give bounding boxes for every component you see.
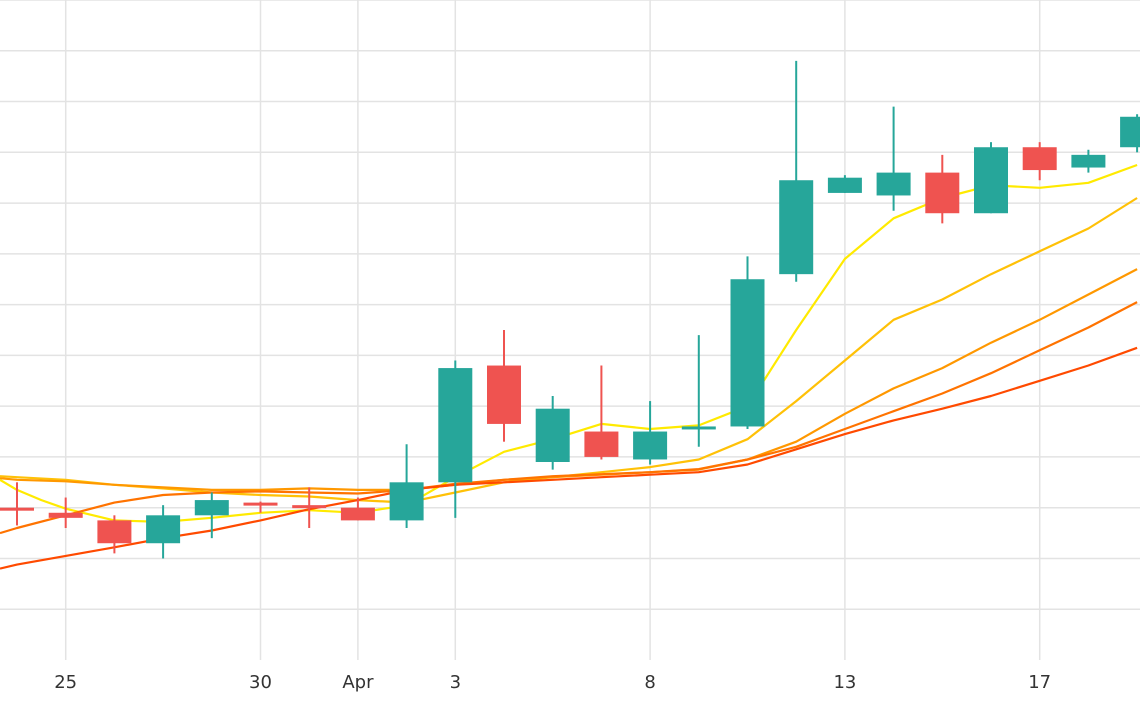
candle-body bbox=[1022, 147, 1057, 171]
candle-body bbox=[974, 147, 1008, 214]
candle-body bbox=[194, 500, 229, 516]
candle-body bbox=[535, 408, 570, 462]
candle bbox=[974, 142, 1008, 214]
x-tick-label: 8 bbox=[644, 672, 655, 693]
candle-body bbox=[633, 431, 668, 460]
candle bbox=[730, 256, 765, 429]
candle-body bbox=[584, 431, 619, 457]
moving-average-line-4 bbox=[0, 301, 1138, 535]
candle-body bbox=[146, 515, 181, 544]
candle bbox=[194, 492, 229, 539]
moving-average-line-1 bbox=[0, 163, 1138, 523]
x-tick-label: 13 bbox=[833, 672, 856, 693]
candle-body bbox=[0, 507, 34, 511]
candle-body bbox=[681, 426, 716, 430]
grid bbox=[0, 0, 1140, 660]
candle bbox=[1022, 142, 1057, 181]
candle bbox=[243, 501, 278, 513]
x-tick-label: 17 bbox=[1028, 672, 1051, 693]
x-tick-label: 3 bbox=[450, 672, 461, 693]
x-tick-label: 25 bbox=[54, 672, 77, 693]
candle bbox=[633, 401, 668, 465]
plot-area bbox=[0, 60, 1140, 570]
candle-body bbox=[925, 172, 960, 214]
candle bbox=[0, 482, 34, 526]
candle bbox=[681, 335, 716, 447]
candle-body bbox=[827, 177, 862, 193]
candle bbox=[146, 505, 181, 559]
x-axis: 25 30 Apr 3 8 13 17 bbox=[54, 672, 1051, 693]
candles bbox=[0, 60, 1140, 559]
candle bbox=[535, 396, 570, 470]
candle bbox=[438, 360, 473, 518]
candle-body bbox=[438, 368, 473, 483]
x-tick-label: Apr bbox=[342, 672, 374, 693]
candle bbox=[779, 60, 814, 282]
candle bbox=[97, 515, 132, 554]
candle bbox=[925, 154, 960, 224]
candle-body bbox=[1071, 154, 1106, 168]
candle bbox=[1120, 114, 1140, 153]
candle bbox=[827, 175, 862, 193]
candle-body bbox=[876, 172, 911, 196]
candle bbox=[1071, 149, 1106, 173]
candle bbox=[292, 487, 327, 528]
candle-body bbox=[340, 507, 375, 521]
candle-body bbox=[779, 180, 814, 275]
candle-body bbox=[1120, 116, 1140, 148]
candle bbox=[48, 497, 83, 528]
candle bbox=[584, 365, 619, 460]
candle-body bbox=[389, 482, 424, 521]
candle-body bbox=[292, 505, 327, 509]
candle bbox=[340, 497, 375, 521]
candle bbox=[876, 106, 911, 211]
candle-body bbox=[730, 279, 765, 427]
candle bbox=[487, 330, 521, 442]
candle-body bbox=[243, 502, 278, 506]
candle-body bbox=[97, 520, 132, 544]
x-tick-label: 30 bbox=[249, 672, 272, 693]
candle-body bbox=[48, 512, 83, 518]
candle bbox=[389, 444, 424, 528]
candle-body bbox=[487, 365, 521, 424]
